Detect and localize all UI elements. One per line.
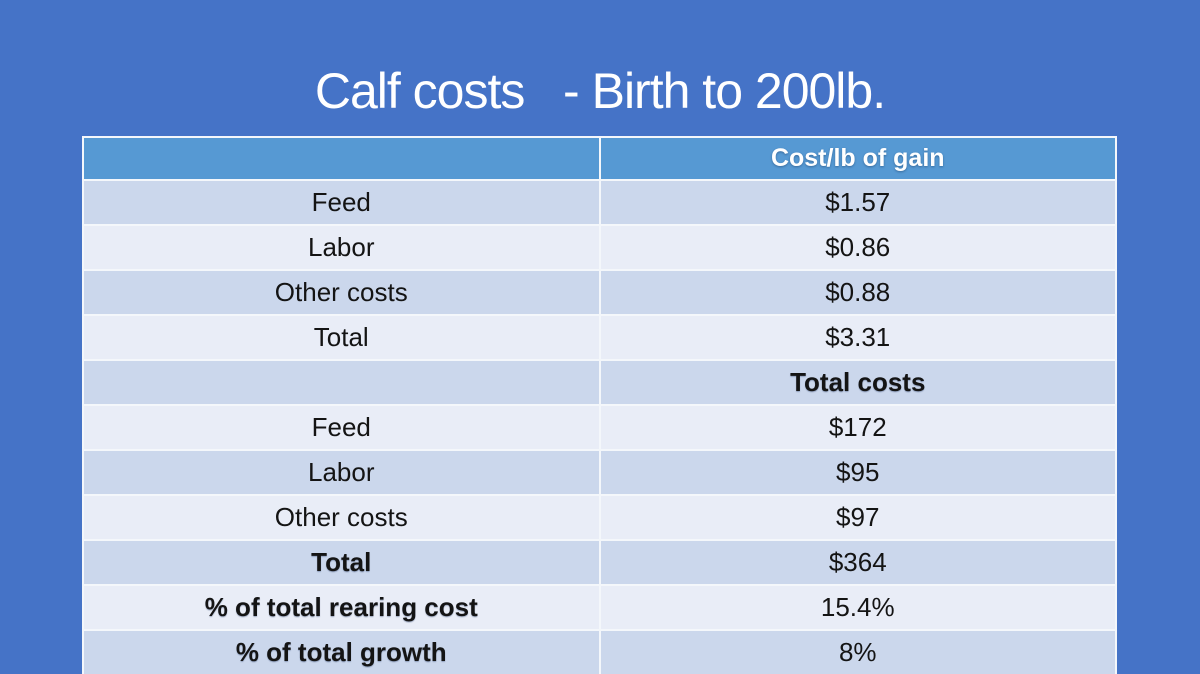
item-cell: Total bbox=[84, 541, 601, 584]
value-cell: Total costs bbox=[790, 367, 926, 397]
item-cell: % of total growth bbox=[84, 631, 601, 674]
table-row: Total costs bbox=[84, 359, 1115, 404]
value-cell: $3.31 bbox=[825, 322, 891, 352]
header-item-cell bbox=[84, 138, 601, 179]
table-row: Total $364 bbox=[84, 539, 1115, 584]
item-cell: Other costs bbox=[84, 496, 601, 539]
table-row: % of total rearing cost 15.4% bbox=[84, 584, 1115, 629]
item-cell: Labor bbox=[84, 226, 601, 269]
costs-table: Cost/lb of gain Feed $1.57 Labor $0.86 Other… bbox=[82, 136, 1117, 674]
item-cell: Total bbox=[84, 316, 601, 359]
table-body: Feed $1.57 Labor $0.86 Other costs $0.88 Total… bbox=[84, 179, 1115, 674]
table-header-row: Cost/lb of gain bbox=[84, 138, 1115, 179]
item-cell: Labor bbox=[84, 451, 601, 494]
page-title: Calf costs - Birth to 200lb. bbox=[314, 63, 886, 119]
value-cell: $172 bbox=[828, 412, 887, 442]
item-cell: Feed bbox=[84, 406, 601, 449]
item-cell bbox=[84, 361, 601, 404]
value-cell: 8% bbox=[838, 637, 877, 667]
value-cell: $95 bbox=[836, 457, 880, 487]
value-cell: $364 bbox=[828, 547, 887, 577]
table-row: Feed $1.57 bbox=[84, 179, 1115, 224]
table-row: Other costs $97 bbox=[84, 494, 1115, 539]
value-cell: $0.86 bbox=[825, 232, 891, 262]
value-cell: 15.4% bbox=[820, 592, 895, 622]
table-row: Other costs $0.88 bbox=[84, 269, 1115, 314]
header-value-cell: Cost/lb of gain bbox=[770, 144, 945, 172]
value-cell: $97 bbox=[836, 502, 880, 532]
item-cell: Other costs bbox=[84, 271, 601, 314]
value-cell: $1.57 bbox=[825, 187, 891, 217]
item-cell: Feed bbox=[84, 181, 601, 224]
item-cell: % of total rearing cost bbox=[84, 586, 601, 629]
table-row: Feed $172 bbox=[84, 404, 1115, 449]
table-row: % of total growth 8% bbox=[84, 629, 1115, 674]
table-row: Labor $95 bbox=[84, 449, 1115, 494]
value-cell: $0.88 bbox=[825, 277, 891, 307]
table-row: Total $3.31 bbox=[84, 314, 1115, 359]
table-row: Labor $0.86 bbox=[84, 224, 1115, 269]
